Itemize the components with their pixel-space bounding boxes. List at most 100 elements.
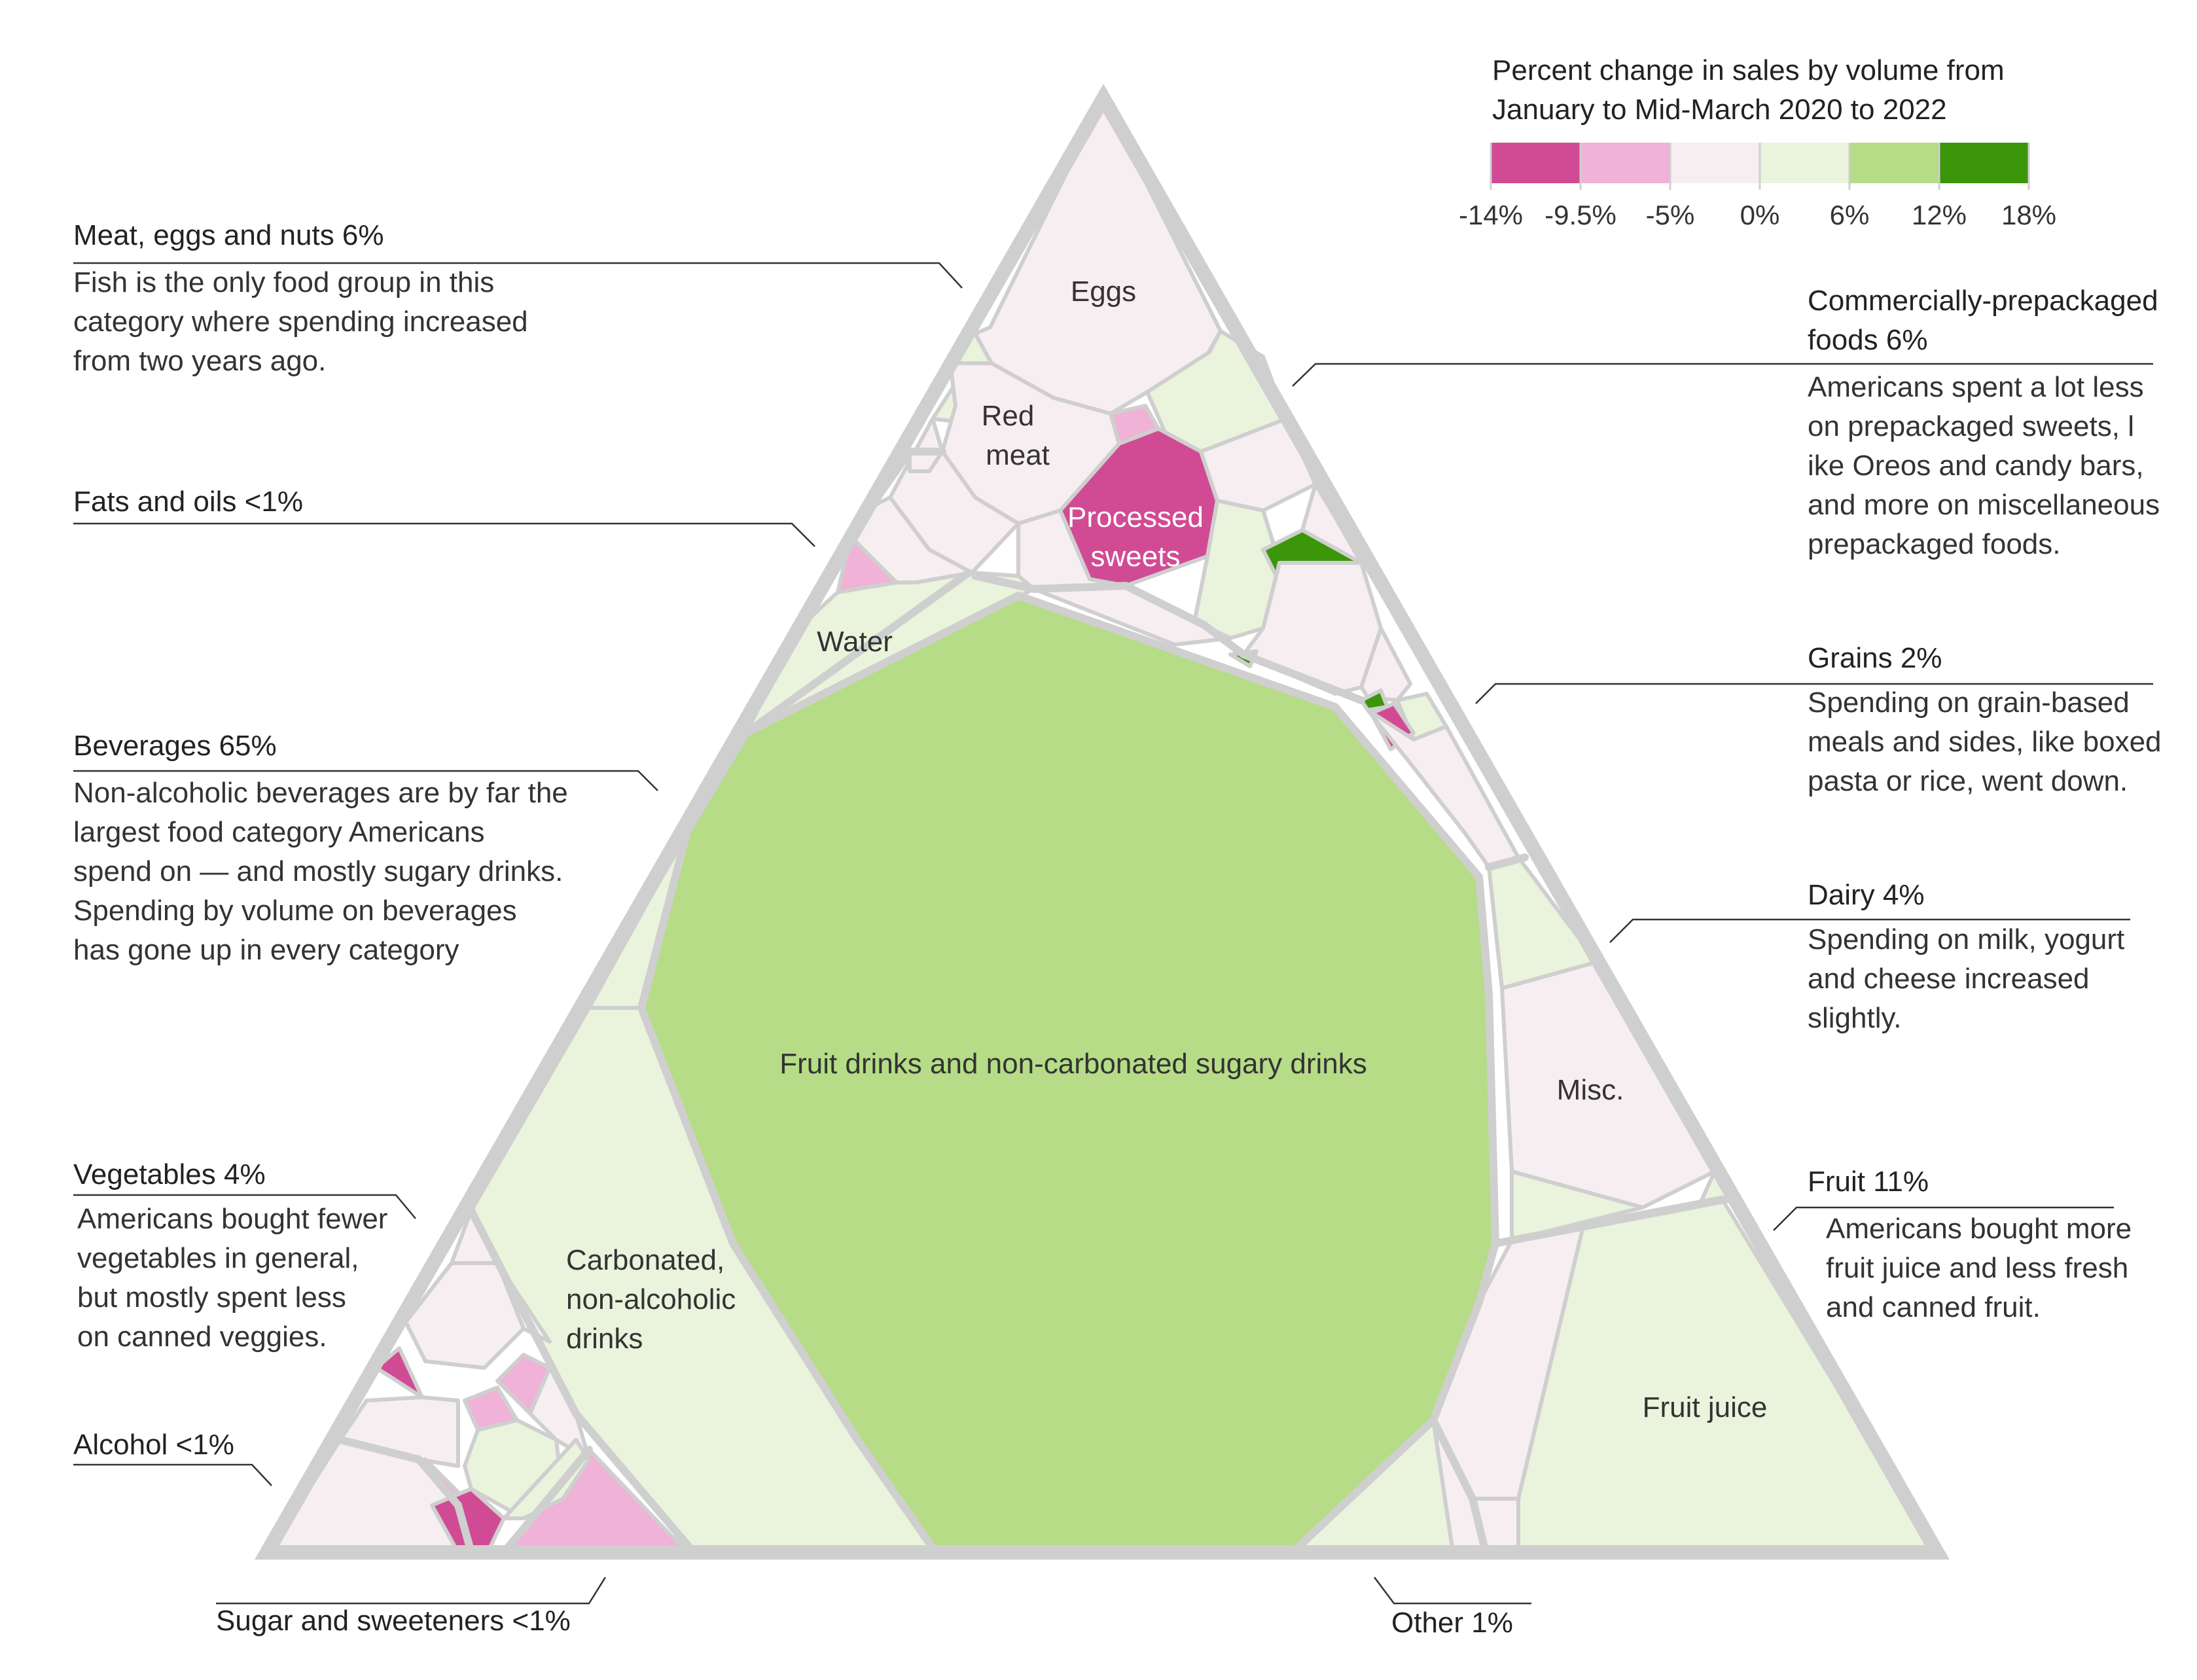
annotation-beverages-line: has gone up in every category [73,934,459,966]
legend-swatch [1581,143,1670,183]
label-processed-2: sweets [1091,541,1181,573]
annotation-prepack-line: on prepackaged sweets, l [1808,410,2134,442]
annotation-meat-line: from two years ago. [73,345,327,377]
annotation-beverages-line: largest food category Americans [73,816,485,848]
annotation-fruit-line: and canned fruit. [1826,1291,2041,1323]
leader-meat [73,262,963,289]
annotation-prepack-line: Americans spent a lot less [1808,371,2144,403]
annotation-beverages: Beverages 65% Non-alcoholic beverages ar… [73,726,695,970]
annotation-sugar: Sugar and sweeteners <1% [216,1601,571,1641]
leader-fats [73,522,815,547]
border-veg-alcohol [336,1436,475,1556]
legend-title-line1: Percent change in sales by volume from [1492,54,2005,86]
annotation-vegetables: Vegetables 4% Americans bought fewer veg… [73,1155,466,1357]
legend-tick-label: 12% [1912,200,1967,230]
annotation-fruit-title: Fruit 11% [1808,1166,1929,1198]
cell-prepack-2 [1199,417,1317,512]
annotation-prepack-title-2: foods 6% [1808,324,1928,356]
legend: Percent change in sales by volume from J… [1492,51,2186,130]
border-dairy-fruit [1491,1194,1738,1247]
leader-vegetables [73,1194,416,1219]
annotation-grains: Grains 2% Spending on grain-based meals … [1808,639,2187,801]
annotation-fruit-line: Americans bought more [1826,1213,2132,1245]
legend-color-scale: -14% -9.5% -5% 0% 6% 12% 18% [1459,143,2056,230]
annotation-meat: Meat, eggs and nuts 6% Fish is the only … [73,216,662,381]
annotation-dairy-line: and cheese increased [1808,963,2090,995]
cell-prepack-6 [1300,482,1363,565]
annotation-beverages-line: Spending by volume on beverages [73,895,517,927]
border-veg-bev [467,1207,698,1556]
label-fruit-drinks: Fruit drinks and non-carbonated sugary d… [779,1048,1367,1080]
label-carbonated-3: drinks [566,1323,643,1355]
leader-other [1374,1577,1531,1605]
annotation-prepack-line: ike Oreos and candy bars, [1808,450,2144,482]
legend-tick-label: -14% [1459,200,1523,230]
annotation-vegetables-line: on canned veggies. [77,1321,327,1353]
legend-tick-label: 0% [1740,200,1780,230]
annotation-meat-title: Meat, eggs and nuts 6% [73,219,384,251]
cell-veg-magenta-1 [374,1346,424,1399]
annotation-alcohol: Alcohol <1% [73,1425,234,1465]
legend-swatch [1849,143,1939,183]
annotation-beverages-line: spend on — and mostly sugary drinks. [73,855,563,887]
annotation-beverages-title: Beverages 65% [73,730,277,762]
leader-alcohol [73,1463,272,1486]
annotation-vegetables-line: vegetables in general, [77,1242,359,1274]
annotation-grains-line: Spending on grain-based [1808,687,2130,719]
leader-prepack [1292,363,2153,387]
legend-swatch [1760,143,1849,183]
annotation-meat-line: Fish is the only food group in this [73,266,495,298]
annotation-vegetables-line: but mostly spent less [77,1281,346,1314]
annotation-dairy-line: slightly. [1808,1002,1902,1034]
annotation-dairy-line: Spending on milk, yogurt [1808,923,2125,956]
legend-swatch [1939,143,2029,183]
leader-grains [1475,683,2153,704]
border-fruit-other [1429,1416,1490,1556]
legend-tick-label: -5% [1646,200,1695,230]
legend-swatch [1670,143,1760,183]
annotation-grains-line: meals and sides, like boxed [1808,726,2162,758]
annotation-other: Other 1% [1391,1603,1513,1643]
annotation-vegetables-title: Vegetables 4% [73,1158,266,1190]
border-fruitdrinks [742,592,1499,1556]
cell-prepack-5 [1241,561,1383,696]
annotation-dairy-title: Dairy 4% [1808,879,1925,911]
label-misc: Misc. [1557,1074,1624,1106]
label-red-meat-1: Red [982,400,1035,432]
annotation-fats: Fats and oils <1% [73,482,303,522]
legend-tick-label: 18% [2001,200,2056,230]
annotation-fruit: Fruit 11% Americans bought more fruit ju… [1808,1162,2187,1327]
annotation-fats-title: Fats and oils <1% [73,486,303,518]
annotation-prepack-line: and more on miscellaneous [1808,489,2160,521]
annotation-prepack-title-1: Commercially-prepackaged [1808,285,2158,317]
label-red-meat-2: meat [986,439,1050,471]
label-carbonated-1: Carbonated, [566,1244,724,1276]
border-grains-dairy [1485,853,1529,871]
annotation-alcohol-title: Alcohol <1% [73,1429,234,1461]
cell-alcohol-magenta [430,1487,506,1554]
leader-dairy [1609,918,2130,943]
annotation-beverages-line: Non-alcoholic beverages are by far the [73,777,568,809]
annotation-meat-line: category where spending increased [73,306,528,338]
annotation-vegetables-line: Americans bought fewer [77,1203,388,1235]
leader-beverages [73,770,658,791]
annotation-sugar-title: Sugar and sweeteners <1% [216,1605,571,1637]
leader-fruit [1773,1206,2114,1231]
annotation-prepack-line: prepackaged foods. [1808,528,2061,560]
label-eggs: Eggs [1071,276,1136,308]
legend-tick-label: -9.5% [1545,200,1616,230]
leader-lines [73,262,2153,1605]
label-water: Water [817,626,893,658]
label-carbonated-2: non-alcoholic [566,1283,736,1315]
border-fats-beverage [742,569,973,737]
outer-triangle [254,83,1950,1560]
annotation-dairy: Dairy 4% Spending on milk, yogurt and ch… [1808,876,2187,1038]
legend-swatch [1491,143,1581,183]
legend-title-line2: January to Mid-March 2020 to 2022 [1492,94,1947,126]
border-meat-prepack [971,572,1365,704]
annotation-fruit-line: fruit juice and less fresh [1826,1252,2129,1284]
cell-labels: Eggs Red meat Processed sweets Water Fru… [566,276,1767,1423]
leader-sugar [216,1577,607,1605]
annotation-other-title: Other 1% [1391,1607,1513,1639]
